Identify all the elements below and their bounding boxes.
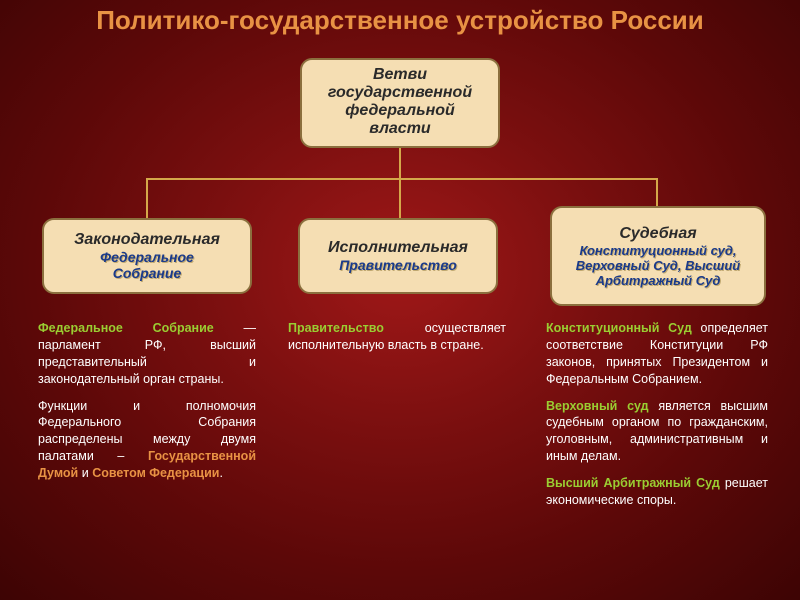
connector-3 bbox=[399, 178, 401, 218]
slide-title: Политико-государственное устройство Росс… bbox=[0, 0, 800, 36]
description-2: Конституционный Суд определяет соответст… bbox=[546, 320, 768, 519]
branch-subtitle: Конституционный суд,Верховный Суд, Высши… bbox=[560, 243, 756, 288]
connector-0 bbox=[399, 148, 401, 178]
root-node: Ветвигосударственнойфедеральнойвласти bbox=[300, 58, 500, 148]
branch-subtitle: Правительство bbox=[308, 257, 488, 273]
connector-4 bbox=[656, 178, 658, 206]
branch-node-0: ЗаконодательнаяФедеральноеСобрание bbox=[42, 218, 252, 294]
branch-node-1: ИсполнительнаяПравительство bbox=[298, 218, 498, 294]
description-1: Правительство осуществляет исполнительну… bbox=[288, 320, 506, 364]
branch-title: Судебная bbox=[560, 225, 756, 243]
connector-2 bbox=[146, 178, 148, 218]
branch-title: Исполнительная bbox=[308, 239, 488, 257]
branch-subtitle: ФедеральноеСобрание bbox=[52, 249, 242, 281]
description-0: Федеральное Собрание — парламент РФ, выс… bbox=[38, 320, 256, 492]
connector-1 bbox=[146, 178, 656, 180]
root-label: Ветвигосударственнойфедеральнойвласти bbox=[310, 66, 490, 138]
branch-node-2: СудебнаяКонституционный суд,Верховный Су… bbox=[550, 206, 766, 306]
branch-title: Законодательная bbox=[52, 231, 242, 249]
